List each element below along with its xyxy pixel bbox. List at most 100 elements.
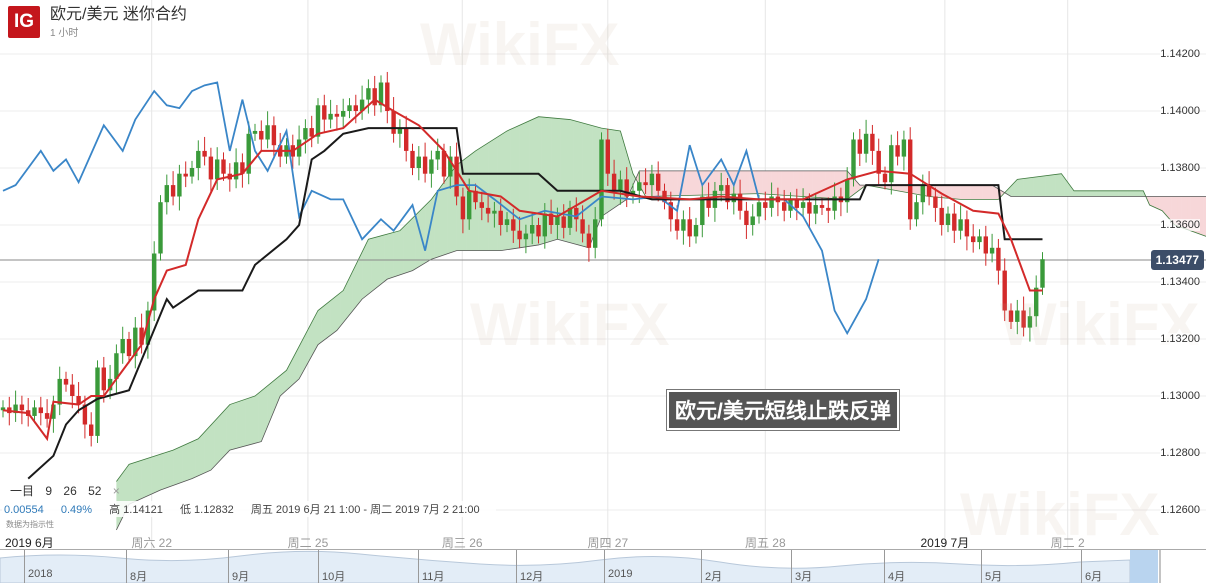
cloud-segment <box>859 185 864 190</box>
cloud-segment <box>768 170 772 195</box>
navigator-divider <box>701 550 702 583</box>
cloud-segment <box>525 120 530 247</box>
candle-up <box>233 162 239 180</box>
candle-up <box>851 139 856 180</box>
cloud-segment <box>970 185 974 200</box>
cloud-segment <box>229 403 234 451</box>
cloud-segment <box>664 170 668 197</box>
time-tick-label: 周二 25 <box>287 536 329 550</box>
indicator-param: 26 <box>63 484 77 498</box>
cloud-segment <box>828 170 832 199</box>
candle-up <box>448 156 453 177</box>
timeframe-label[interactable]: 1 小时 <box>50 28 79 39</box>
candle-up <box>133 327 138 357</box>
cloud-segment <box>677 170 681 196</box>
candle-down <box>580 219 585 234</box>
cloud-segment <box>689 170 694 196</box>
cloud-segment <box>374 236 379 290</box>
cloud-segment <box>327 300 331 338</box>
cloud-segment <box>774 170 779 195</box>
cloud-segment <box>280 372 284 396</box>
cloud-segment <box>484 142 489 251</box>
cloud-segment <box>292 352 297 385</box>
indicator-legend[interactable]: 一目 9 26 52 × <box>10 482 128 499</box>
cloud-segment <box>1036 176 1040 197</box>
candle-up <box>145 310 151 345</box>
candle-down <box>82 404 88 425</box>
cloud-segment <box>1039 176 1043 197</box>
price-chart[interactable] <box>0 0 1206 549</box>
cloud-segment <box>948 185 952 199</box>
cloud-segment <box>988 185 993 200</box>
cloud-segment <box>803 170 807 197</box>
cloud-segment <box>840 170 845 200</box>
candle-up <box>750 216 755 225</box>
cloud-segment <box>1058 173 1062 197</box>
candle-down <box>908 139 913 220</box>
candle-down <box>763 202 768 208</box>
candle-down <box>322 105 327 120</box>
cloud-segment <box>330 298 335 336</box>
cloud-segment <box>1124 190 1128 197</box>
candle-down <box>706 196 711 208</box>
cloud-segment <box>377 235 382 287</box>
cloud-segment <box>305 328 309 368</box>
cloud-segment <box>812 170 816 198</box>
candle-down <box>202 150 207 157</box>
chart-header: IG 欧元/美元 迷你合约 1 小时 <box>8 6 187 39</box>
cloud-segment <box>721 170 725 195</box>
candle-up <box>57 378 62 405</box>
cloud-segment <box>318 308 322 345</box>
cloud-segment <box>220 411 224 461</box>
cloud-segment <box>963 185 968 200</box>
price-tick-label: 1.12600 <box>1160 504 1200 516</box>
cloud-segment <box>132 462 136 503</box>
navigator-label: 5月 <box>985 571 1003 583</box>
cloud-segment <box>1033 176 1037 197</box>
candle-up <box>189 168 195 177</box>
cloud-segment <box>954 185 958 200</box>
cloud-segment <box>951 185 955 199</box>
candle-up <box>530 225 535 234</box>
cloud-segment <box>579 122 583 247</box>
cloud-segment <box>985 185 990 200</box>
candle-down <box>101 367 106 391</box>
candle-down <box>208 156 214 180</box>
navigator-divider <box>418 550 419 583</box>
remove-indicator-icon[interactable]: × <box>112 484 120 498</box>
candle-down <box>63 378 69 385</box>
candle-up <box>164 185 169 203</box>
candle-up <box>832 196 837 211</box>
candle-down <box>353 105 358 111</box>
cloud-segment <box>960 185 965 200</box>
cloud-segment <box>255 393 259 444</box>
cloud-segment <box>198 435 202 476</box>
cloud-segment <box>1051 174 1056 197</box>
cloud-segment <box>1014 179 1018 197</box>
price-stats: 0.00554 0.49% 高 1.14121 低 1.12832 周五 201… <box>2 501 496 517</box>
cloud-segment <box>403 224 407 274</box>
cloud-segment <box>169 450 174 487</box>
candle-up <box>681 219 686 231</box>
price-tick-label: 1.13000 <box>1160 390 1200 402</box>
candle-up <box>252 130 258 134</box>
cloud-segment <box>129 463 133 505</box>
cloud-segment <box>588 124 593 248</box>
cloud-segment <box>888 185 892 190</box>
cloud-segment <box>973 185 977 200</box>
cloud-segment <box>1152 196 1157 208</box>
candle-up <box>567 207 573 228</box>
cloud-segment <box>239 400 243 448</box>
navigator-selection[interactable] <box>1130 550 1158 583</box>
candle-down <box>511 219 516 231</box>
annotation-label: 欧元/美元短线止跌反弹 <box>667 390 899 430</box>
time-tick-label: 周三 26 <box>441 536 483 550</box>
cloud-segment <box>661 170 665 197</box>
cloud-segment <box>1162 196 1166 215</box>
candle-down <box>971 236 976 243</box>
navigator[interactable]: 2018 8月 9月 10月 11月 12月 2019 2月 3月 4月 5月 6月 <box>0 549 1206 583</box>
cloud-segment <box>1083 190 1087 197</box>
candle-down <box>794 199 799 208</box>
price-tick-label: 1.14200 <box>1160 48 1200 60</box>
candle-down <box>385 82 390 111</box>
